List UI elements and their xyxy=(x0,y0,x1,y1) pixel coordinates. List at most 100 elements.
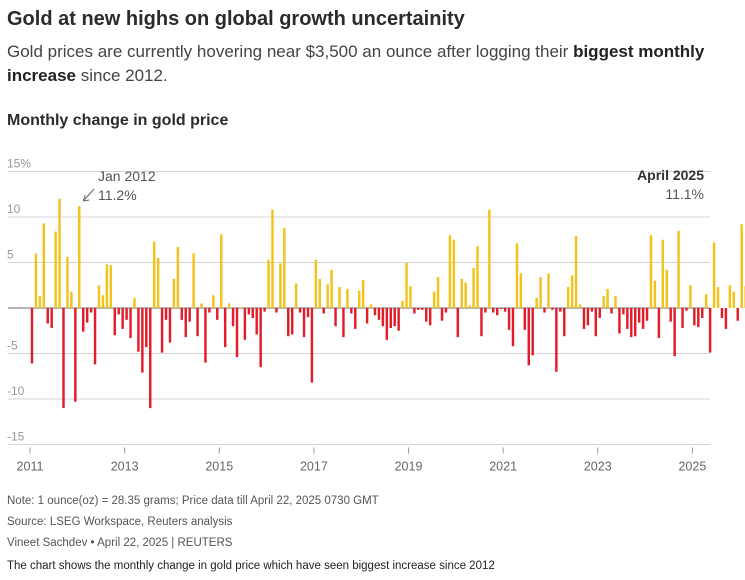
bar xyxy=(97,285,101,308)
bar xyxy=(279,263,282,308)
bar xyxy=(46,308,49,324)
bar xyxy=(42,223,46,308)
bar xyxy=(38,296,42,308)
headline: Gold at new highs on global growth uncer… xyxy=(7,8,465,30)
bar xyxy=(172,278,176,308)
annotation-jan-2012-arrow xyxy=(82,188,95,202)
dek-text-start: Gold prices are currently hovering near … xyxy=(7,42,574,61)
x-tick-label: 2013 xyxy=(111,460,139,474)
bar xyxy=(547,273,550,308)
bar xyxy=(338,287,341,308)
x-tick-label: 2025 xyxy=(678,460,706,474)
y-tick-label: -5 xyxy=(7,339,18,353)
bar xyxy=(255,308,258,335)
bar xyxy=(535,297,538,308)
bar xyxy=(503,308,507,312)
bar xyxy=(239,307,243,308)
bar xyxy=(381,308,385,327)
monthly-change-bar-chart: 15%105-5-10-15 2011 2013 2015 2017 2019 2021 2… xyxy=(7,157,745,474)
bar xyxy=(543,308,546,313)
bar xyxy=(62,308,65,409)
bar xyxy=(357,290,361,308)
bar xyxy=(326,284,329,308)
bar xyxy=(298,308,302,313)
bar xyxy=(156,257,160,308)
bar xyxy=(318,278,322,308)
bar xyxy=(385,308,389,340)
bar xyxy=(82,308,85,332)
bar xyxy=(669,308,672,322)
bar xyxy=(306,308,310,318)
bar xyxy=(330,269,333,308)
bar xyxy=(448,235,452,308)
bar xyxy=(507,308,511,330)
bar xyxy=(661,239,665,308)
bar xyxy=(354,308,357,329)
bar xyxy=(456,308,460,338)
dek: Gold prices are currently hovering near … xyxy=(7,40,707,88)
footer-byline: Vineet Sachdev • April 22, 2025 | REUTER… xyxy=(7,537,233,549)
bar xyxy=(160,308,164,353)
bar xyxy=(626,308,629,329)
bar xyxy=(101,295,105,308)
bar xyxy=(365,308,369,324)
bar xyxy=(610,308,613,314)
bar xyxy=(480,308,483,337)
x-tick-label: 2011 xyxy=(17,460,44,474)
bar xyxy=(361,279,365,308)
bar xyxy=(685,308,688,311)
bar xyxy=(334,308,337,327)
bar xyxy=(413,308,416,314)
bar xyxy=(606,288,609,308)
bar xyxy=(176,247,180,308)
bar xyxy=(314,259,318,308)
bar xyxy=(566,287,570,308)
bar xyxy=(401,300,404,308)
bar xyxy=(728,285,732,308)
bar xyxy=(622,308,625,315)
bar xyxy=(740,224,743,308)
annotations: Jan 2012 11.2% April 2025 11.1% xyxy=(82,167,704,203)
bar xyxy=(208,308,211,313)
bar xyxy=(373,308,377,316)
bar xyxy=(523,308,527,330)
bar xyxy=(223,308,227,348)
x-tick-label: 2015 xyxy=(205,460,233,474)
bar xyxy=(70,291,73,308)
bar xyxy=(125,308,128,320)
bar xyxy=(428,308,432,326)
x-tick-label: 2019 xyxy=(395,460,423,474)
bar xyxy=(488,209,491,308)
bar xyxy=(283,227,286,308)
bar xyxy=(464,282,467,308)
bar xyxy=(129,308,132,339)
bar xyxy=(287,308,290,337)
y-tick-label: 15% xyxy=(7,157,31,171)
bar xyxy=(369,304,373,308)
bar xyxy=(243,308,247,340)
bar xyxy=(582,308,586,329)
bar xyxy=(531,308,534,356)
bar xyxy=(724,308,728,329)
bar xyxy=(54,231,57,308)
bar xyxy=(665,269,668,308)
bar xyxy=(263,308,266,312)
bar xyxy=(468,305,471,308)
y-tick-label: 10 xyxy=(7,202,21,216)
bar xyxy=(227,303,231,308)
bar xyxy=(58,198,61,308)
bar xyxy=(484,308,487,313)
bar xyxy=(168,308,172,343)
bar xyxy=(66,257,69,308)
bar xyxy=(271,209,274,308)
bar xyxy=(397,308,400,331)
bar xyxy=(393,308,396,327)
bar xyxy=(440,308,444,321)
bar xyxy=(653,280,657,308)
bar xyxy=(50,308,53,329)
bar xyxy=(574,236,578,308)
bar xyxy=(732,291,736,308)
bar xyxy=(492,308,495,313)
bar xyxy=(294,283,298,308)
bar xyxy=(235,308,239,358)
